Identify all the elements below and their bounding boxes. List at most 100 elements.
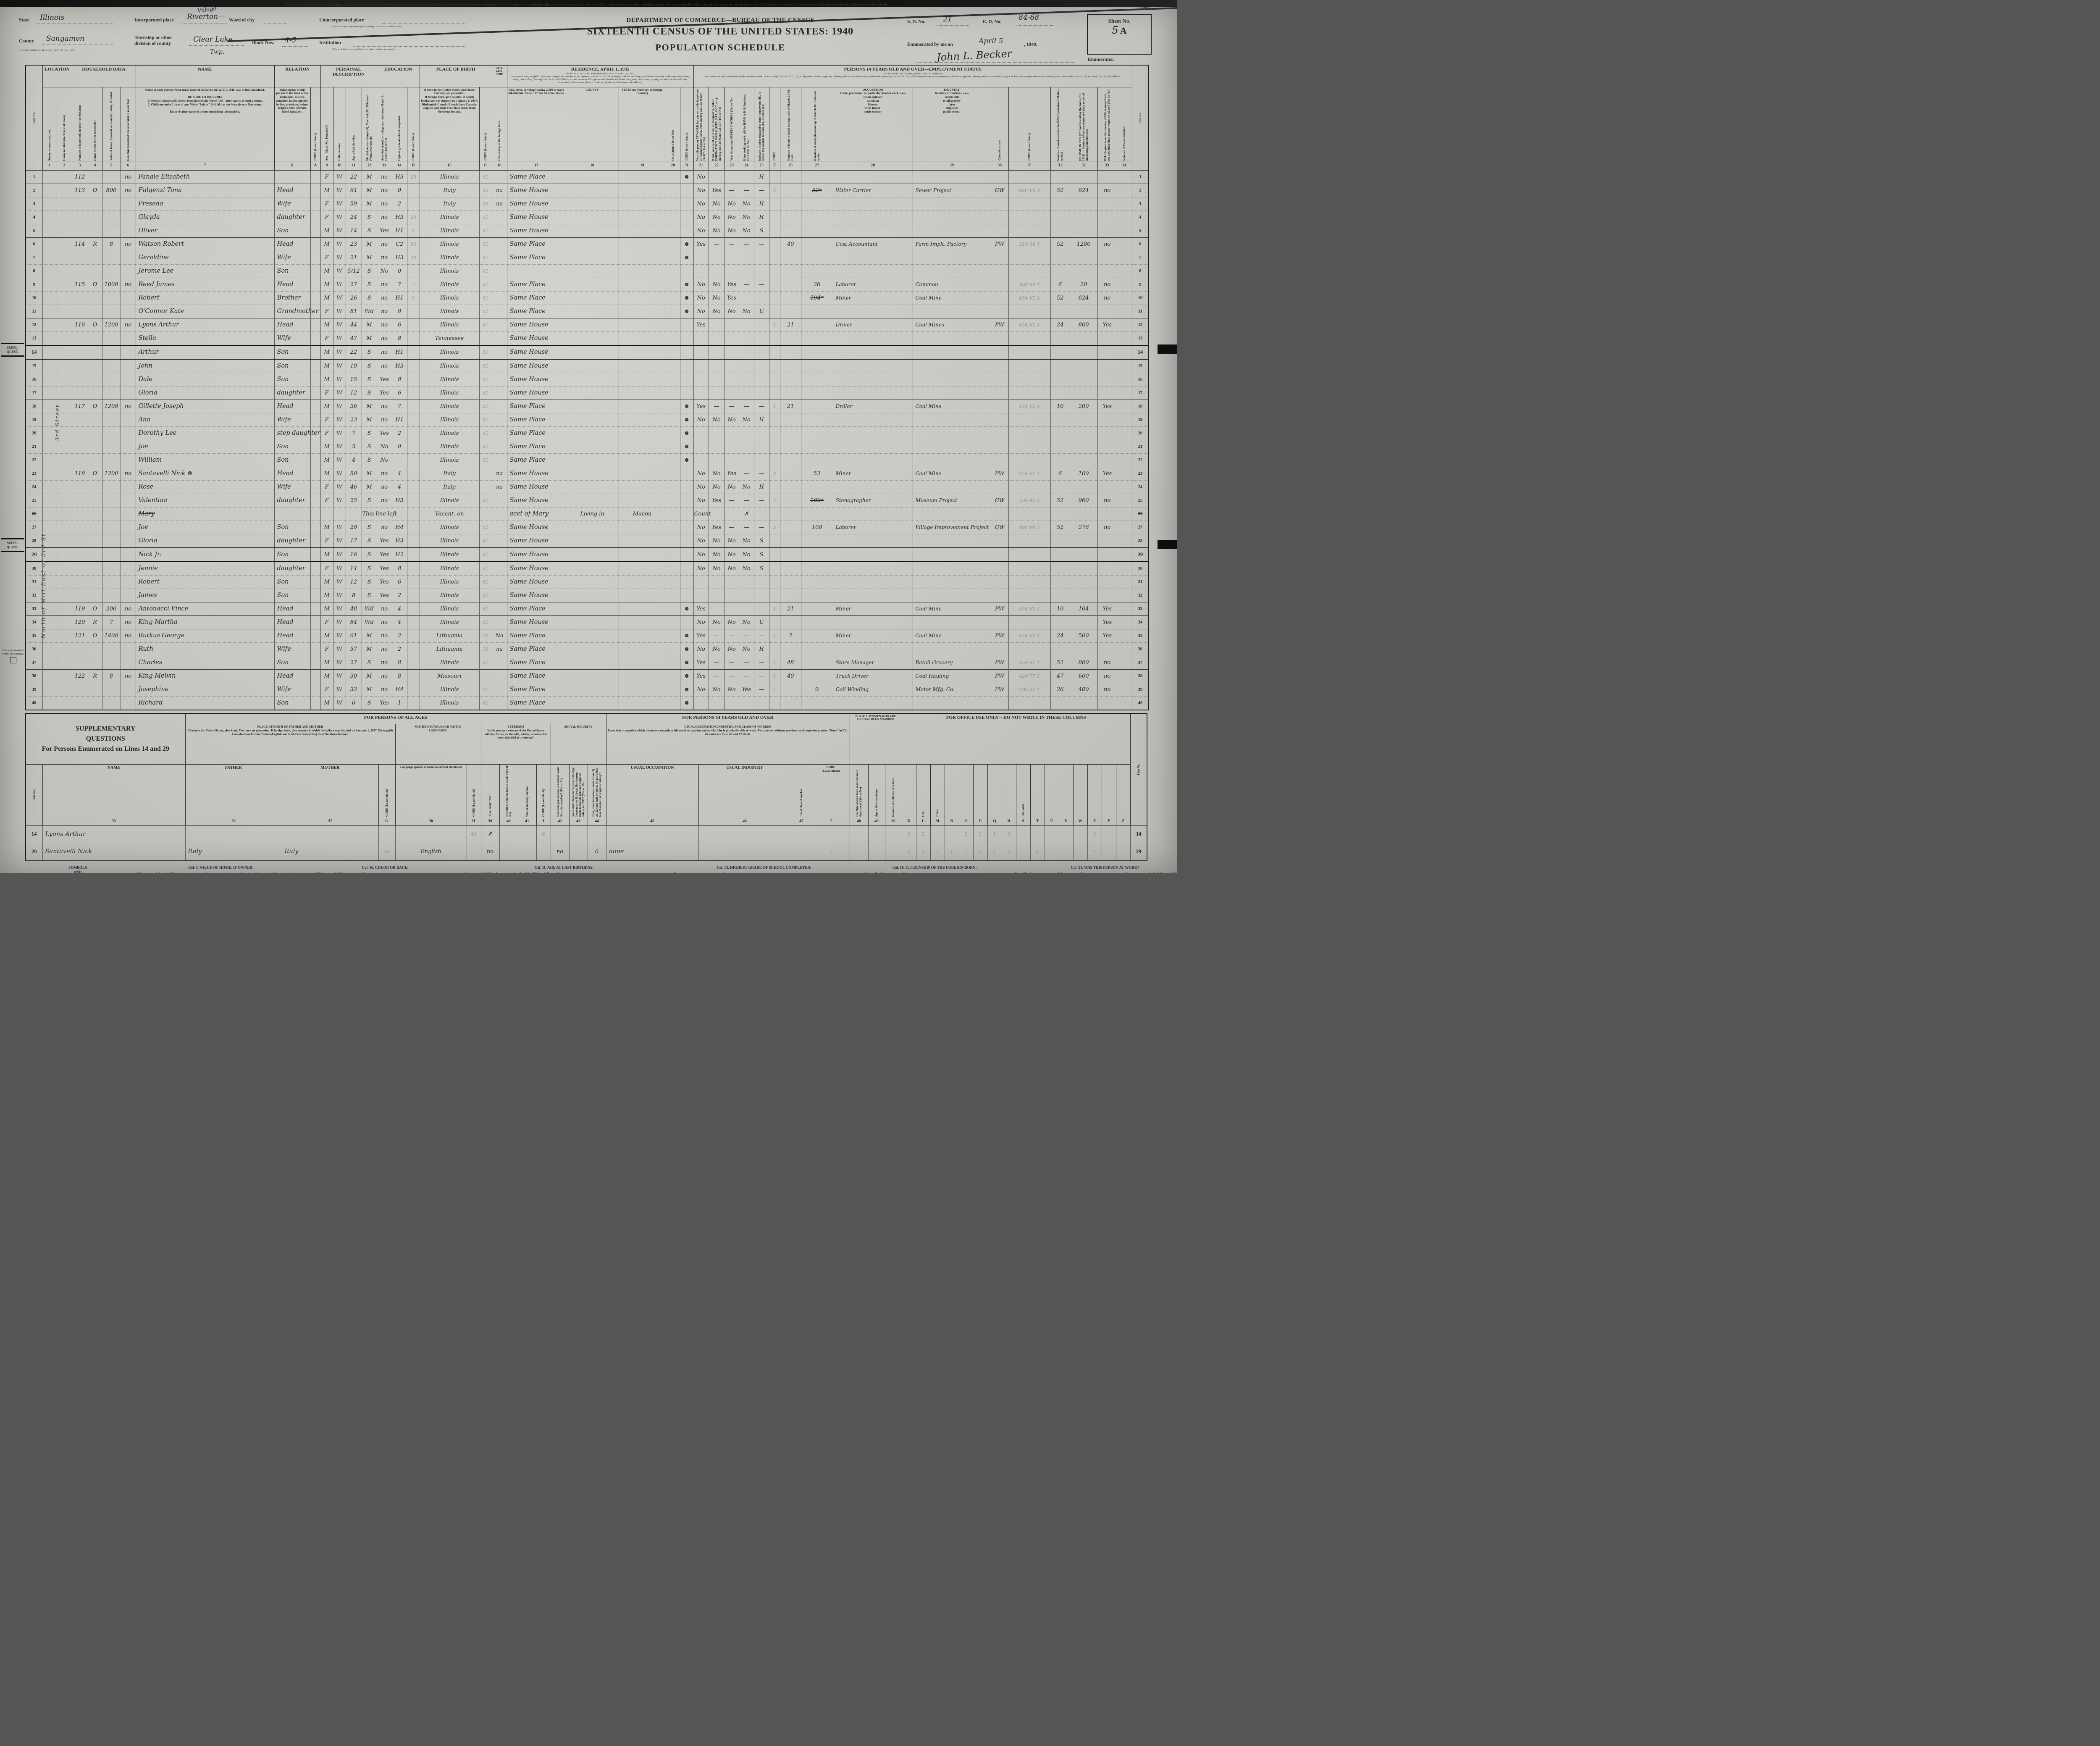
col-resState-line-19 [618, 413, 666, 427]
printing-office-note: U. S. GOVERNMENT PRINTING OFFICE 16—1127… [18, 50, 75, 52]
col-bp-line-38: Missouri [419, 669, 480, 683]
col-header-house: House number (in cities and towns) [56, 87, 72, 161]
supp-header-3-24: O [958, 817, 974, 826]
col-c23-line-1: — [724, 170, 739, 184]
col-c22-line-13 [708, 331, 725, 345]
col-codeD-line-10: ⊗ [680, 291, 694, 305]
col-c26-line-19 [780, 413, 801, 427]
col-codeC-line-29: 61 [479, 547, 492, 562]
supp-col-c49-line-14 [868, 825, 885, 843]
col-c22-line-11: No [708, 305, 725, 318]
col-sex-line-40: M [320, 696, 333, 710]
col-value-line-6: 8 [102, 237, 121, 251]
col-number-codeA: A [310, 160, 321, 171]
col-c32-line-10: 624 [1069, 291, 1098, 305]
col-class-line-15 [990, 359, 1009, 373]
col-c26-line-14 [780, 344, 801, 360]
col-c24-line-3: No [738, 197, 754, 211]
col-visit-line-30 [71, 561, 88, 576]
col-sex-line-24: F [320, 480, 333, 494]
col-c25-line-28: S [753, 534, 769, 548]
col-cit-line-27 [491, 521, 507, 534]
col-sex-line-13: F [320, 331, 333, 345]
supp-col-oP-line-29: 6 [973, 843, 988, 861]
col-codeA-line-6 [310, 237, 321, 251]
col-ind-line-17 [912, 386, 991, 400]
col-c31-line-20 [1050, 426, 1070, 440]
col-ind-line-19 [912, 413, 991, 427]
col-codeF-line-27: 988 V9 2 [1008, 521, 1051, 534]
col-name-line-13: Stella [135, 331, 275, 345]
supp-header-2-19: Age at first marriage [868, 764, 885, 817]
col-occ-line-24 [832, 480, 913, 494]
col-resState-line-38 [618, 669, 666, 683]
col-visit-line-34: 120 [71, 615, 88, 629]
supp-header-3-28: S [1016, 817, 1031, 826]
col-codeF-line-13 [1008, 331, 1051, 345]
col-resCounty-line-6 [565, 237, 619, 251]
col-race-line-36: W [333, 642, 346, 656]
supp-header-3-33: X [1087, 817, 1102, 826]
col-ind-line-31 [912, 575, 991, 589]
col-name-line-28: Gloria [135, 534, 275, 548]
col-codeB-line-28 [407, 534, 420, 548]
col-lnR-line-3: 3 [1131, 197, 1149, 211]
col-codeD-line-21: ⊗ [680, 440, 694, 454]
supp-header-3-13: 45 [606, 817, 699, 826]
col-age-line-7: 21 [345, 251, 362, 265]
col-rel-line-5: Son [274, 224, 311, 238]
col-occ-line-25: Stenographer [832, 494, 913, 507]
col-c23-line-33: — [724, 602, 739, 616]
col-street-line-29 [42, 547, 57, 562]
col-resCounty-line-35 [565, 628, 619, 643]
col-resState-line-3 [618, 197, 666, 211]
col-codeD-line-32 [680, 589, 694, 602]
col-codeB-line-18 [407, 399, 420, 413]
col-c31-line-23: 6 [1050, 466, 1070, 481]
col-c21-line-1: No [693, 170, 709, 184]
col-race-line-35: W [333, 628, 346, 643]
col-resState-line-28 [618, 534, 666, 548]
col-header-codeE: CODE [769, 87, 780, 161]
col-age-line-16: 15 [345, 373, 362, 387]
group-header-3: RELATION [274, 65, 321, 87]
col-resFarm-line-39 [665, 683, 680, 697]
col-c31-line-15 [1050, 359, 1070, 373]
col-codeE-line-11 [769, 305, 780, 318]
col-class-line-19 [990, 413, 1009, 427]
col-cit-line-38 [491, 669, 507, 683]
col-bp-line-7: Illinois [419, 251, 480, 265]
col-c27-line-7 [801, 251, 833, 265]
col-class-line-39: PW [990, 683, 1009, 697]
col-rel-line-13: Wife [274, 331, 311, 345]
col-cit-line-32 [491, 589, 507, 602]
col-resState-line-18 [618, 399, 666, 413]
col-visit-line-23: 118 [71, 466, 88, 481]
col-ind-line-30 [912, 561, 991, 576]
col-c21-line-40 [693, 696, 709, 710]
supp-col-oS-line-14 [1016, 825, 1031, 843]
col-rel-line-34: Head [274, 615, 311, 629]
col-bp-line-30: Illinois [419, 561, 480, 576]
col-class-line-18 [990, 399, 1009, 413]
col-occ-line-20 [832, 426, 913, 440]
col-grade-line-37: 8 [391, 656, 407, 670]
supp-header-3-35: Z [1116, 817, 1131, 826]
col-c33-line-3 [1097, 197, 1117, 211]
col-c34-line-20 [1116, 426, 1132, 440]
col-cit-line-5 [491, 224, 507, 238]
col-ind-line-36 [912, 642, 991, 656]
col-grade-line-14: H1 [391, 344, 407, 360]
col-codeC-line-20: 61 [479, 426, 492, 440]
col-codeF-line-23: 454 V2 1 [1008, 466, 1051, 481]
col-tenure-line-36 [87, 642, 102, 656]
col-cit-line-20 [491, 426, 507, 440]
col-value-line-32 [102, 589, 121, 602]
col-c31-line-4 [1050, 210, 1070, 224]
supp-col-c43-line-29 [569, 843, 588, 861]
col-c27-line-9: 26 [801, 277, 833, 292]
col-c26-line-10 [780, 291, 801, 305]
col-race-line-21: W [333, 440, 346, 454]
col-cit-line-24: na [491, 480, 507, 494]
col-codeB-line-27 [407, 521, 420, 534]
